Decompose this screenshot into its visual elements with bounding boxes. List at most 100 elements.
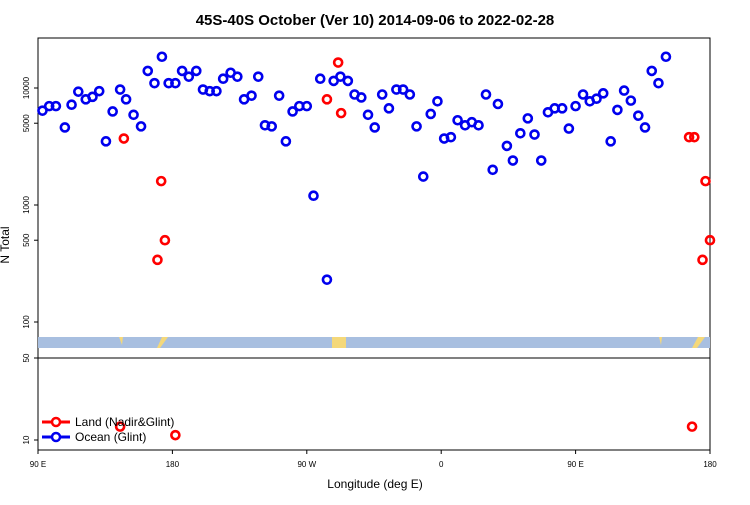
ocean-point (335, 71, 346, 82)
y-tick-label: 10000 (22, 76, 31, 99)
legend-ocean-marker (50, 431, 62, 443)
ocean-point (425, 108, 437, 120)
lower-plot-frame (37, 357, 711, 451)
ocean-point (246, 90, 257, 101)
ocean-point (570, 100, 581, 112)
land-patch (332, 337, 346, 348)
data-points (37, 51, 716, 441)
ocean-point (342, 75, 354, 87)
y-tick-label: 1000 (22, 196, 31, 214)
ocean-point (356, 92, 367, 103)
ocean-point (646, 65, 658, 77)
ocean-point (87, 91, 98, 103)
land-point-lower (686, 421, 698, 432)
ocean-point (301, 100, 313, 112)
ocean-point (376, 89, 388, 100)
ocean-point (114, 84, 126, 95)
ocean-point (404, 89, 416, 100)
ocean-point (653, 77, 664, 89)
legend-ocean-label: Ocean (Glint) (75, 430, 146, 444)
ocean-point (445, 131, 457, 143)
ocean-point (480, 89, 492, 100)
ocean-point (452, 114, 463, 126)
x-tick-label: 90 E (567, 460, 583, 469)
x-axis-ticks: 90 E 180 90 W 0 90 E 180 (30, 450, 717, 469)
ocean-point (362, 109, 374, 121)
ocean-point (605, 136, 616, 147)
y-tick-label: 10 (22, 435, 31, 444)
ocean-point (287, 106, 298, 117)
ocean-point (59, 122, 71, 133)
land-patch (157, 337, 168, 348)
ocean-point (156, 51, 168, 63)
ocean-point (183, 71, 195, 82)
land-point (152, 254, 163, 266)
ocean-point (170, 77, 181, 89)
land-point (689, 131, 700, 143)
x-tick-label: 0 (439, 460, 444, 469)
ocean-point (432, 95, 443, 107)
x-axis-label: Longitude (deg E) (327, 477, 422, 491)
ocean-point (591, 93, 602, 105)
ocean-point (280, 136, 292, 147)
ocean-point (529, 129, 540, 140)
ocean-point (266, 121, 278, 132)
ocean-point (37, 105, 48, 116)
land-point (683, 131, 695, 143)
chart-title: 45S-40S October (Ver 10) 2014-09-06 to 2… (196, 12, 555, 29)
x-tick-label: 90 E (30, 460, 46, 469)
land-point (321, 94, 333, 105)
ocean-point (73, 86, 84, 97)
y-axis-label: N Total (0, 226, 12, 263)
land-point (118, 133, 130, 144)
ocean-point (492, 98, 504, 110)
ocean-point (556, 103, 568, 114)
ocean-point (625, 95, 637, 106)
land-point-lower (170, 429, 181, 441)
ocean-point (107, 106, 118, 117)
ocean-point (100, 136, 112, 147)
ocean-point (618, 85, 630, 96)
land-point (159, 234, 171, 246)
ocean-point (120, 94, 132, 105)
ocean-point (660, 51, 672, 63)
ocean-point (128, 109, 139, 121)
land-mask-patches (119, 337, 705, 348)
ocean-point (597, 88, 609, 99)
y-tick-label: 500 (22, 233, 31, 247)
land-point-lower (114, 421, 126, 432)
land-point (704, 234, 716, 246)
ocean-point (515, 128, 526, 139)
ocean-point (417, 171, 429, 182)
ocean-point (563, 123, 575, 134)
y-tick-label: 50 (22, 353, 31, 362)
land-mask-strip (38, 337, 710, 348)
ocean-point (383, 103, 395, 114)
legend-land-marker (50, 416, 62, 428)
y-axis-ticks: 100 500 1000 5000 10000 10 50 (22, 76, 38, 444)
ocean-point (142, 65, 154, 77)
legend-land-label: Land (Nadir&Glint) (75, 415, 174, 429)
land-patch (659, 337, 662, 345)
ocean-point (135, 121, 147, 132)
ocean-point (612, 104, 623, 116)
ocean-point (535, 155, 547, 166)
ocean-point (314, 73, 326, 85)
land-patch (692, 337, 705, 348)
land-patch (119, 337, 123, 345)
ocean-point (50, 100, 62, 112)
ocean-point (93, 85, 105, 97)
ocean-point (633, 110, 644, 121)
ocean-point (252, 71, 264, 82)
land-point (697, 254, 708, 266)
y-tick-label: 5000 (22, 114, 31, 132)
ocean-point (211, 85, 222, 97)
ocean-point (149, 77, 160, 89)
y-tick-label: 100 (22, 315, 31, 329)
ocean-point (639, 122, 651, 133)
x-tick-label: 180 (166, 460, 180, 469)
ocean-point (577, 89, 589, 100)
land-point (155, 175, 167, 187)
land-point (332, 57, 344, 68)
